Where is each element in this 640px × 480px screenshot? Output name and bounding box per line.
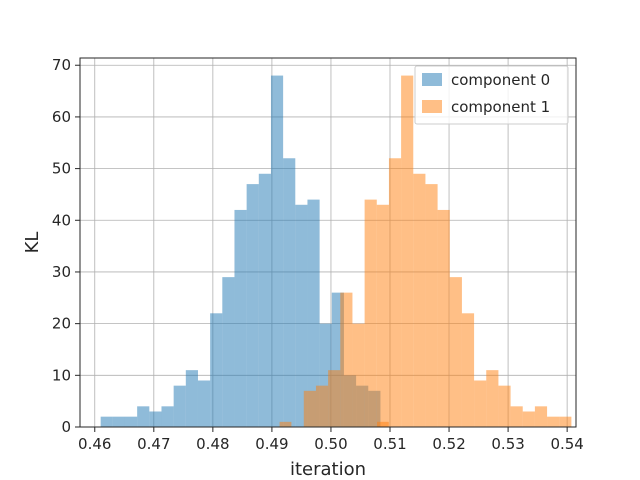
bar-series0-7 [185,370,198,427]
bar-series0-6 [173,385,186,427]
bar-series1-11 [437,209,450,427]
bar-series0-2 [124,416,138,427]
bar-series0-8 [197,380,211,427]
bar-series1-5 [364,199,377,427]
legend-label-component-1: component 1 [451,98,550,116]
y-tick-label-3: 30 [52,263,71,281]
bar-series0-15 [283,158,296,427]
bar-series1-13 [461,313,475,427]
bar-series0-10 [222,277,235,427]
bar-series1-15 [486,370,499,427]
bar-series1-0 [303,390,316,427]
bar-series1-16 [498,385,511,427]
plot-frame [79,57,577,428]
legend-swatch-component-0 [422,73,442,86]
x-tick-label-2: 0.48 [196,435,229,453]
y-tick-label-6: 60 [52,108,71,126]
legend-box [414,65,569,125]
x-tick-label-0: 0.46 [78,435,111,453]
bar-series1-10 [425,184,438,427]
bar-series1-19 [534,406,548,427]
y-tick-label-2: 20 [52,315,71,333]
x-tick-label-1: 0.47 [137,435,170,453]
x-tick-label-7: 0.53 [491,435,524,453]
y-axis-label: KL [22,232,43,254]
bar-series1-12 [449,277,462,427]
legend-label-component-0: component 0 [451,71,550,89]
y-tick-label-5: 50 [52,160,71,178]
x-axis-label: iteration [290,459,366,480]
legend-swatch-component-1 [422,100,442,113]
x-tick-label-6: 0.52 [432,435,465,453]
x-ticks: 0.46 0.47 0.48 0.49 0.50 0.51 0.52 0.53 0.54 [78,427,584,453]
bar-series0-1 [112,416,125,427]
bar-series1-8 [401,75,414,428]
bar-series1-4 [352,323,365,427]
bar-series1-21 [559,416,572,427]
bar-series1-6 [376,204,389,427]
y-ticks: 0 10 20 30 40 50 60 70 [52,56,80,436]
bar-series0-13 [258,173,271,427]
bar-series0-0 [100,416,113,427]
bar-series1-9 [413,173,426,427]
bar-series1-2 [328,370,341,427]
bar-series0-4 [149,411,162,427]
y-tick-label-7: 70 [52,56,71,74]
bar-series1-20 [547,416,560,427]
x-tick-label-3: 0.49 [255,435,288,453]
bar-series1-7 [388,158,402,427]
bar-series0-16 [295,204,308,427]
y-tick-label-1: 10 [52,366,71,384]
bar-series1-3 [340,292,353,427]
x-tick-label-8: 0.54 [550,435,583,453]
bar-series0-11 [234,209,247,427]
bar-series0-12 [246,184,259,427]
y-tick-label-4: 40 [52,211,71,229]
bar-series1-14 [474,380,487,427]
bar-series0-3 [137,406,150,427]
bar-series0-9 [210,313,223,427]
x-tick-label-4: 0.50 [314,435,347,453]
bar-series1-18 [522,411,535,427]
legend: component 0 component 1 [414,65,569,125]
x-tick-label-5: 0.51 [373,435,406,453]
bar-series1-1 [315,385,329,427]
bar-series0-14 [270,75,284,428]
y-tick-label-0: 0 [61,418,71,436]
bars-group [100,75,572,428]
bar-series1-extra-0 [279,421,292,427]
bar-series1-extra-1 [377,421,389,427]
bar-series1-17 [510,406,523,427]
bar-series0-17 [307,199,320,427]
bar-series0-5 [161,406,174,427]
